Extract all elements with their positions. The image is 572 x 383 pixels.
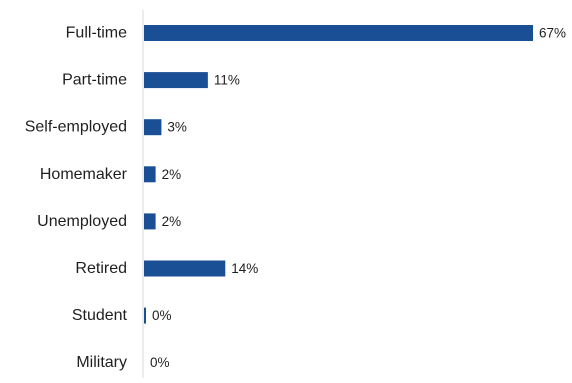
bar-self-employed <box>144 119 162 136</box>
category-label-retired: Retired <box>75 260 127 277</box>
value-label-self-employed: 3% <box>167 120 187 135</box>
bar-student <box>144 307 146 324</box>
value-label-student: 0% <box>152 308 172 323</box>
bar-full-time <box>144 25 533 41</box>
value-label-unemployed: 2% <box>162 214 182 229</box>
value-label-homemaker: 2% <box>162 167 182 182</box>
value-label-military: 0% <box>150 355 170 370</box>
category-label-part-time: Part-time <box>62 72 127 89</box>
value-label-part-time: 11% <box>214 73 240 88</box>
value-label-full-time: 67% <box>539 26 566 41</box>
bar-series <box>144 25 533 324</box>
category-label-military: Military <box>76 354 127 371</box>
category-label-full-time: Full-time <box>66 25 127 42</box>
bar-retired <box>144 260 226 277</box>
category-label-self-employed: Self-employed <box>25 119 127 136</box>
bar-part-time <box>144 72 208 89</box>
bar-homemaker <box>144 166 156 183</box>
category-label-student: Student <box>72 307 128 324</box>
category-label-homemaker: Homemaker <box>40 166 128 183</box>
value-label-retired: 14% <box>231 261 258 276</box>
category-label-unemployed: Unemployed <box>37 213 127 230</box>
bar-unemployed <box>144 213 156 230</box>
value-labels: 67% 11% 3% 2% 2% 14% 0% 0% <box>150 26 566 371</box>
category-labels: Full-time Part-time Self-employed Homemaker… <box>25 25 128 372</box>
